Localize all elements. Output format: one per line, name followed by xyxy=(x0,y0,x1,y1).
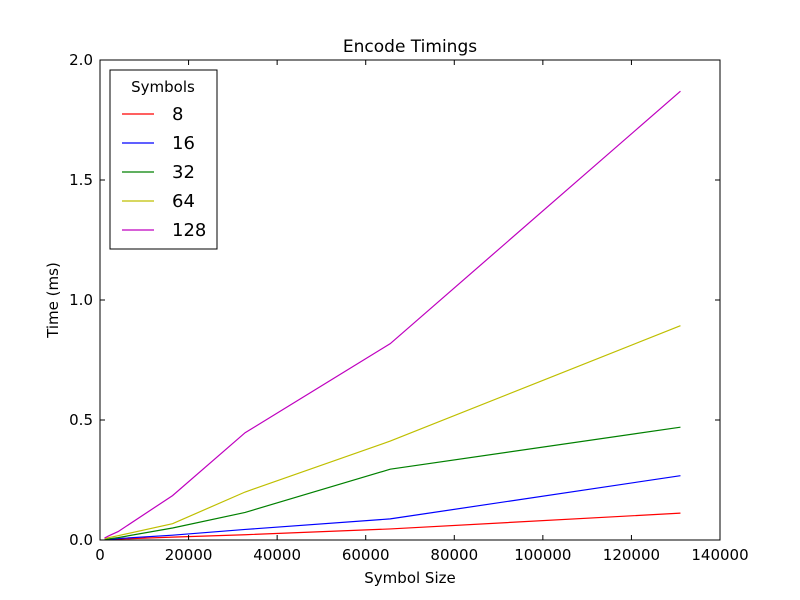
x-tick-label: 100000 xyxy=(514,546,571,564)
legend-frame xyxy=(109,69,218,250)
axes-layer: 0 20000 40000 60000 80000 100000 120000 140000 0… xyxy=(69,51,748,564)
x-tick-label: 20000 xyxy=(165,546,213,564)
legend-label-128: 128 xyxy=(172,220,206,241)
series-line-128 xyxy=(104,90,681,539)
x-tick-label: 40000 xyxy=(253,546,301,564)
series-line-32 xyxy=(104,426,681,540)
legend: Symbols 8 16 32 64 128 xyxy=(109,69,218,250)
y-tick-label: 2.0 xyxy=(69,51,93,69)
x-tick-label: 140000 xyxy=(691,546,748,564)
legend-label-16: 16 xyxy=(172,133,195,154)
series-line-64 xyxy=(104,325,681,540)
x-axis-label: Symbol Size xyxy=(364,569,455,587)
series-layer xyxy=(104,90,681,541)
y-tick-label: 1.5 xyxy=(69,171,93,189)
legend-label-64: 64 xyxy=(172,191,195,212)
x-tick-label: 60000 xyxy=(342,546,390,564)
legend-title: Symbols xyxy=(131,78,195,96)
x-tick-label: 120000 xyxy=(603,546,660,564)
legend-items: 8 16 32 64 128 xyxy=(122,104,206,241)
legend-label-32: 32 xyxy=(172,162,195,183)
series-line-16 xyxy=(104,475,681,541)
x-tick-label: 0 xyxy=(95,546,105,564)
y-axis-label: Time (ms) xyxy=(44,262,62,339)
y-tick-label: 0.5 xyxy=(69,411,93,429)
series-line-8 xyxy=(104,512,681,541)
y-tick-label: 0.0 xyxy=(69,531,93,549)
chart-title: Encode Timings xyxy=(343,37,477,57)
y-tick-label: 1.0 xyxy=(69,291,93,309)
legend-label-8: 8 xyxy=(172,104,183,125)
x-tick-label: 80000 xyxy=(430,546,478,564)
